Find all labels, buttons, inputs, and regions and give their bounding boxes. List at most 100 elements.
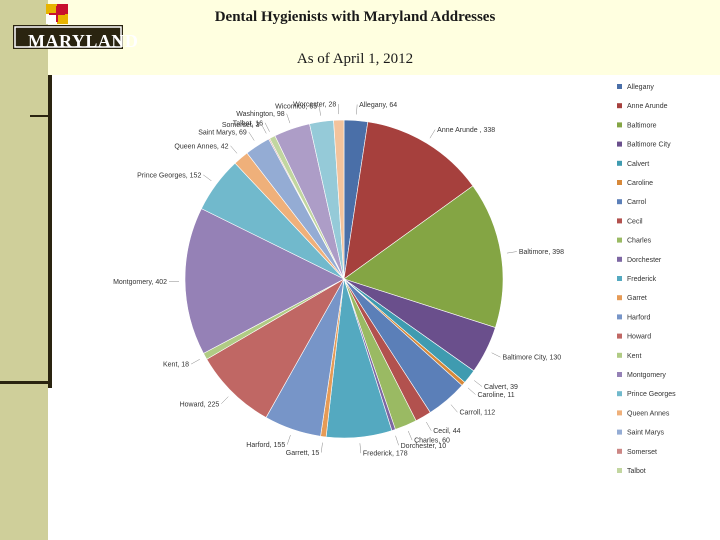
legend-label: Baltimore City [627, 142, 671, 149]
divider-line [48, 75, 52, 388]
legend-swatch [617, 256, 622, 262]
leader-line [190, 359, 200, 365]
data-label: Charles, 60 [414, 438, 450, 445]
leader-line [230, 145, 238, 154]
leader-line [286, 434, 291, 445]
data-label: Allegany, 64 [359, 102, 397, 109]
divider-line [0, 381, 48, 384]
page-subtitle: As of April 1, 2012 [296, 51, 414, 67]
pie-slice [343, 185, 504, 328]
legend-swatch [617, 141, 622, 147]
legend-swatch [617, 372, 622, 377]
data-label: Harford, 155 [246, 442, 285, 449]
legend-label: Saint Marys [627, 430, 664, 437]
legend-swatch [617, 122, 622, 128]
data-label: Frederick, 178 [363, 451, 408, 458]
data-label: Kent, 18 [163, 362, 189, 369]
data-label: Montgomery, 402 [113, 279, 167, 286]
maryland-logo: MARYLAND [12, 4, 138, 51]
legend-swatch [617, 160, 622, 166]
data-label: Garrett, 15 [286, 450, 320, 457]
page-title: Dental Hygienists with Maryland Addresse… [214, 9, 496, 25]
data-label: Prince Georges, 152 [137, 172, 201, 179]
legend-label: Baltimore [627, 122, 657, 129]
data-label: Baltimore City, 130 [503, 355, 562, 362]
legend-label: Garret [627, 295, 647, 302]
legend-swatch [617, 391, 622, 397]
data-label: Calvert, 39 [484, 384, 518, 391]
legend-swatch [617, 295, 622, 301]
legend-label: Calvert [627, 161, 649, 168]
legend-swatch [617, 180, 622, 185]
data-label: Dorchester, 10 [401, 443, 447, 450]
legend-swatch [617, 199, 622, 205]
leader-line [473, 380, 483, 387]
legend-swatch [617, 352, 622, 358]
leader-line [248, 131, 255, 141]
leader-line [491, 352, 501, 358]
leader-line [450, 404, 458, 413]
data-label: Worcester, 28 [293, 102, 336, 109]
legend-label: Dorchester [627, 257, 662, 264]
data-label: Carroll, 112 [459, 410, 495, 417]
legend-swatch [617, 410, 622, 416]
data-label: Somerset, 3 [222, 122, 260, 129]
pie-slice [333, 119, 345, 280]
leader-line [506, 251, 517, 254]
legend-swatch [617, 429, 622, 435]
data-label: Talbot, 16 [233, 120, 263, 127]
leader-line [203, 174, 212, 182]
legend-label: Allegany [627, 84, 654, 91]
pie-slice [343, 121, 474, 280]
pie-slice [206, 278, 345, 418]
data-label: Howard, 225 [180, 401, 220, 408]
legend-swatch [617, 276, 622, 281]
leader-line [356, 104, 358, 115]
legend-label: Montgomery [627, 372, 666, 379]
legend-label: Anne Arunde [627, 103, 668, 110]
pie-chart: Allegany, 64 Anne Arunde , 338 Baltimore, … [113, 84, 676, 533]
legend-label: Cecil [627, 218, 643, 225]
leader-line [261, 124, 267, 134]
leader-line [407, 430, 413, 441]
leader-line [426, 421, 432, 431]
divider-line [30, 115, 48, 117]
legend-swatch [617, 103, 622, 109]
legend-label: Harford [627, 314, 650, 321]
legend-label: Prince Georges [627, 391, 676, 398]
legend-swatch [617, 333, 622, 339]
chart-area: Allegany, 64 Anne Arunde , 338 Baltimore, … [52, 80, 719, 533]
data-label: Cecil, 44 [433, 428, 460, 435]
legend-label: Charles [627, 238, 652, 245]
leader-line [320, 442, 323, 453]
leader-line [467, 387, 476, 395]
data-label: Saint Marys, 69 [198, 130, 247, 137]
data-label: Washington, 98 [236, 111, 284, 118]
legend-label: Queen Annes [627, 410, 670, 417]
header-band [48, 0, 720, 75]
legend-swatch [617, 448, 622, 454]
legend-label: Frederick [627, 276, 657, 283]
leader-line [359, 443, 362, 454]
data-label: Wicomico, 65 [275, 103, 317, 110]
leader-line [395, 435, 399, 446]
legend-swatch [617, 468, 622, 473]
legend-label: Howard [627, 334, 651, 341]
data-label: Queen Annes, 42 [174, 143, 228, 150]
legend-swatch [617, 84, 622, 89]
legend-label: Somerset [627, 449, 657, 456]
leader-line [429, 129, 436, 139]
legend-label: Carrol [627, 199, 647, 206]
logo-wordmark: MARYLAND [28, 31, 139, 51]
leader-line [318, 105, 321, 116]
legend-label: Talbot [627, 468, 646, 475]
data-label: Baltimore, 398 [519, 249, 564, 256]
leader-line [264, 122, 270, 132]
leader-line [221, 396, 229, 404]
legend-label: Caroline [627, 180, 653, 187]
legend-label: Kent [627, 353, 641, 360]
leader-line [286, 113, 291, 124]
legend-swatch [617, 237, 622, 243]
legend-swatch [617, 314, 622, 320]
pie-slice [184, 208, 345, 354]
